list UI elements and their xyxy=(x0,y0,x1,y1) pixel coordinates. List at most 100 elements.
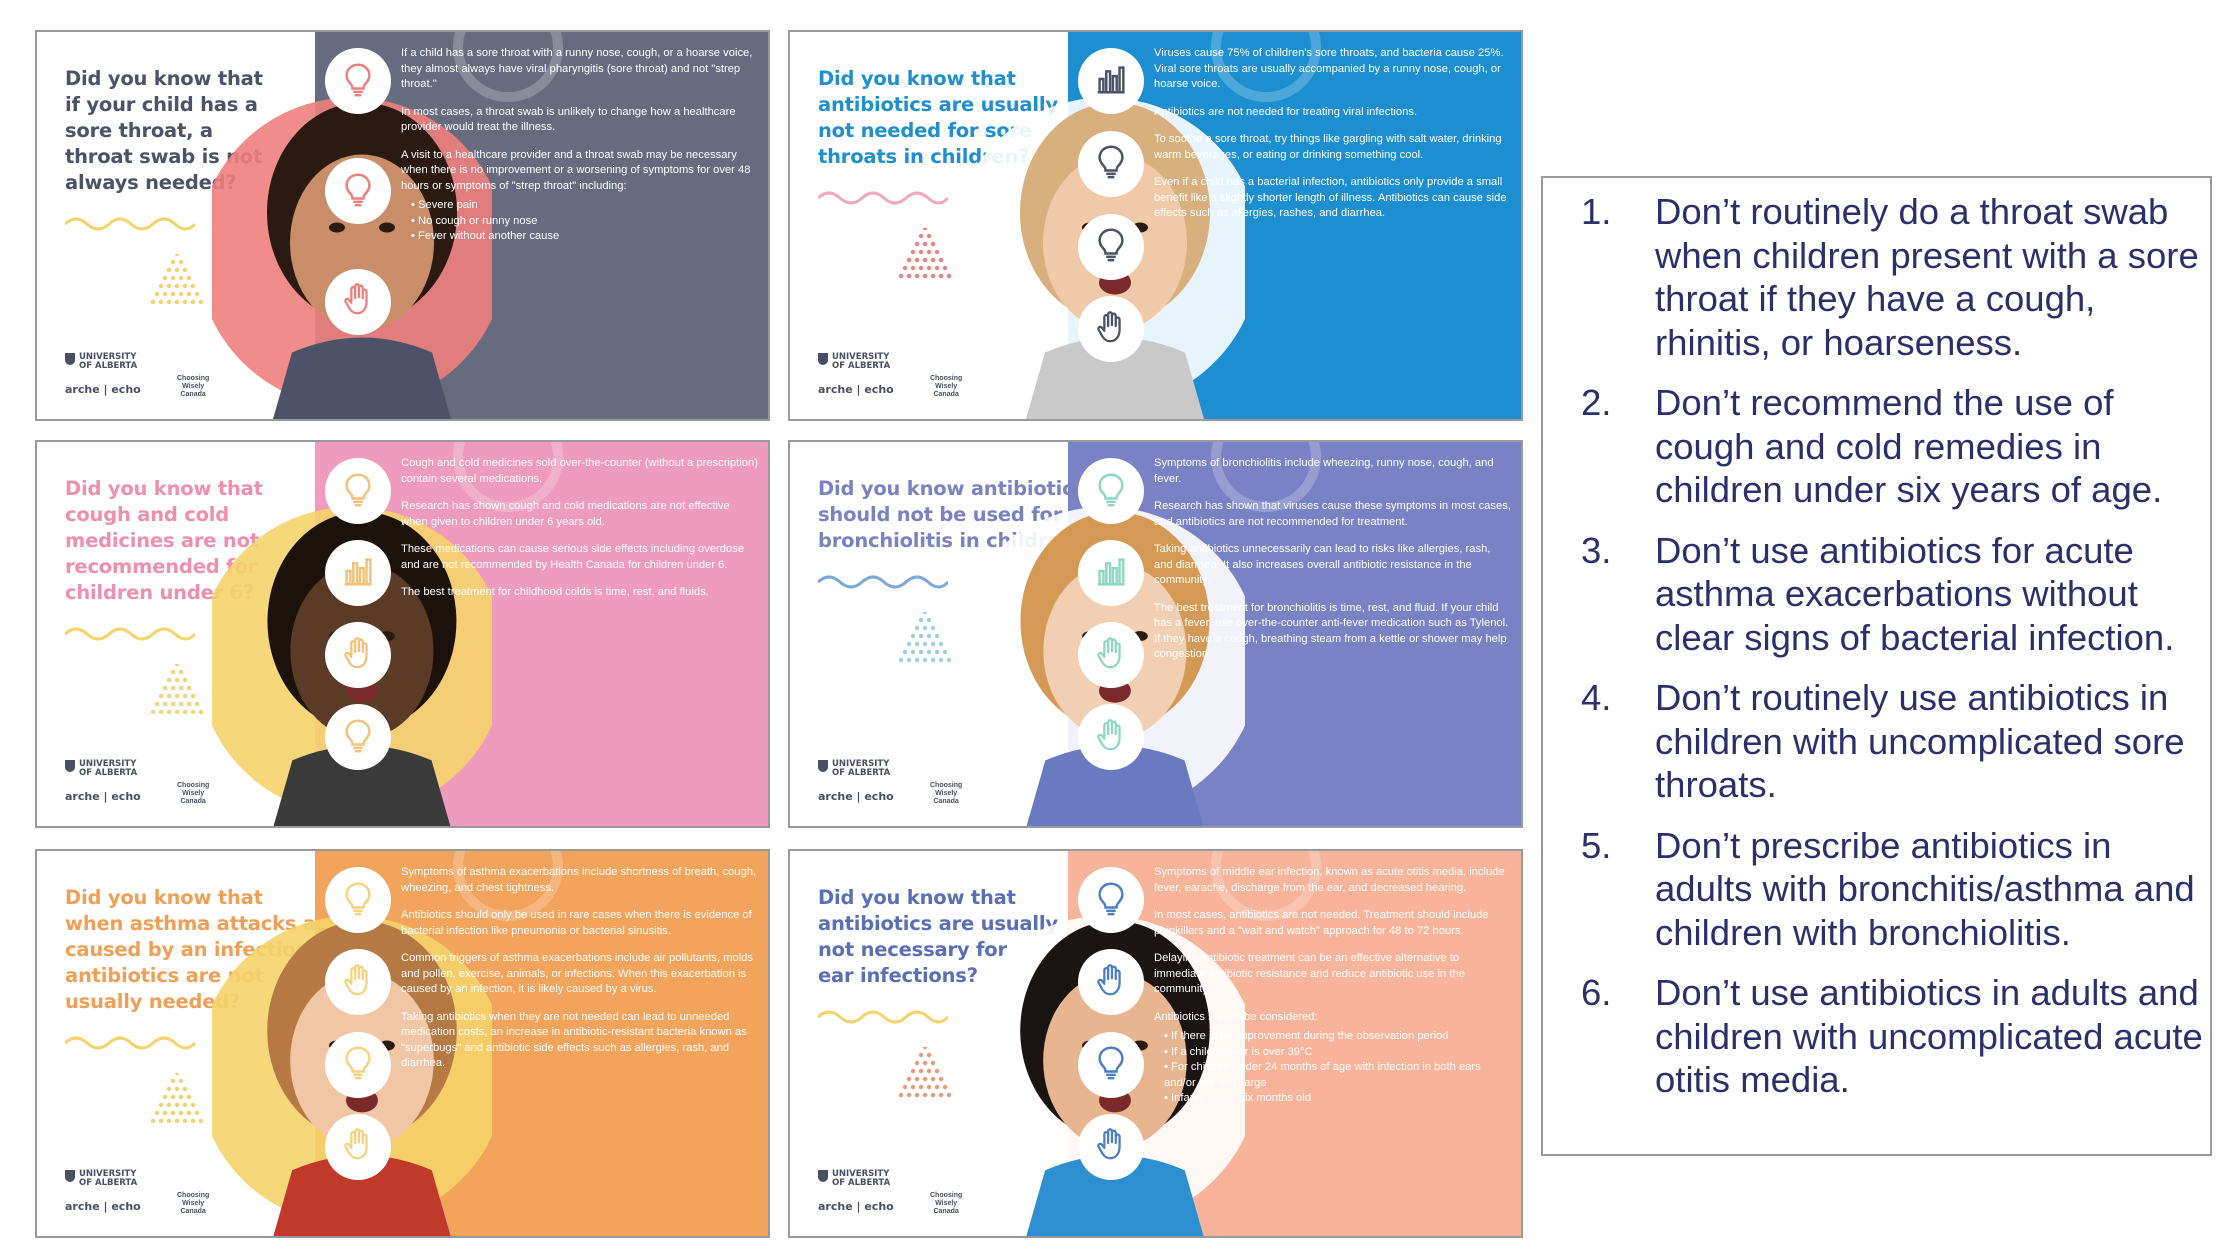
body-paragraph: Delaying antibiotic treatment can be an … xyxy=(1154,952,1465,995)
icon-circle xyxy=(1078,48,1144,114)
icon-circle xyxy=(1078,1031,1144,1098)
wave-decoration xyxy=(816,572,950,597)
icon-circle xyxy=(325,1113,391,1180)
body-paragraph: In most cases, a throat swab is unlikely… xyxy=(401,105,736,134)
hand-icon xyxy=(339,280,377,323)
body-paragraph: Even if a child has a bacterial infectio… xyxy=(1154,176,1507,219)
university-line: UNIVERSITY xyxy=(79,352,137,362)
recommendation-item: 4. Don’t routinely use antibiotics in chi… xyxy=(1543,676,2210,807)
card-question: Did you know that antibiotics are usually… xyxy=(818,885,1058,989)
info-card: Did you know that antibiotics are usually… xyxy=(788,849,1523,1238)
hand-icon xyxy=(339,634,377,677)
card-question: Did you know that if your child has a sore… xyxy=(65,66,263,196)
university-text: UNIVERSITY OF ALBERTA xyxy=(79,353,137,371)
choosing-wisely-logo: Choosing Wisely Canada xyxy=(177,782,209,806)
body-paragraph: These medications can cause serious side… xyxy=(401,543,745,571)
lightbulb-icon xyxy=(339,879,377,922)
card-body-text: Symptoms of bronchiolitis include wheezi… xyxy=(1154,456,1511,675)
university-text: UNIVERSITY OF ALBERTA xyxy=(79,1170,137,1188)
question-line: recommended for xyxy=(65,555,257,578)
body-paragraph: Antibiotics are not needed for treating … xyxy=(1154,105,1418,118)
question-line: Did you know that xyxy=(65,886,263,909)
question-line: if your child has a xyxy=(65,93,258,116)
recommendation-number: 2. xyxy=(1581,382,1612,423)
crest-icon xyxy=(818,1170,828,1182)
university-line: OF ALBERTA xyxy=(832,768,891,778)
decor-arc xyxy=(453,851,563,921)
question-line: usually needed? xyxy=(65,990,241,1013)
bullet-item: Infants under six months old xyxy=(1164,1091,1511,1107)
choosing-wisely-line: Wisely xyxy=(182,383,205,390)
question-line: children under 6? xyxy=(65,581,255,604)
question-line: ear infections? xyxy=(818,964,978,987)
card-question: Did you know that antibiotics are usually… xyxy=(818,66,1058,170)
wave-decoration xyxy=(63,214,197,239)
bullet-item: No cough or runny nose xyxy=(411,214,758,230)
university-logo: UNIVERSITY OF ALBERTA xyxy=(818,1170,890,1188)
body-paragraph: The best treatment for bronchiolitis is … xyxy=(1154,601,1509,661)
choosing-wisely-line: Canada xyxy=(180,391,206,398)
icon-circle xyxy=(325,158,391,225)
recommendation-number: 4. xyxy=(1581,677,1612,718)
icon-circle xyxy=(1078,949,1144,1016)
choosing-wisely-line: Choosing xyxy=(930,375,963,382)
choosing-wisely-logo: Choosing Wisely Canada xyxy=(177,375,209,399)
recommendation-number: 1. xyxy=(1581,191,1612,232)
icon-circle xyxy=(1078,458,1144,524)
choosing-wisely-line: Canada xyxy=(933,1208,959,1215)
recommendation-text: Don’t prescribe antibiotics in adults wi… xyxy=(1655,824,2195,953)
choosing-wisely-line: Choosing xyxy=(930,1192,963,1199)
icon-circle xyxy=(1078,130,1144,197)
lightbulb-icon xyxy=(339,1043,377,1086)
body-paragraph: Research has shown that viruses cause th… xyxy=(1154,500,1511,528)
recommendations-ordered-list: 1. Don’t routinely do a throat swab when … xyxy=(1543,178,2210,1102)
crest-icon xyxy=(65,760,75,772)
decor-arc xyxy=(1211,442,1321,512)
choosing-wisely-line: Wisely xyxy=(182,790,205,797)
body-paragraph: Taking antibiotics unnecessarily can lea… xyxy=(1154,543,1491,586)
body-paragraph: A visit to a healthcare provider and a t… xyxy=(401,148,751,192)
university-line: UNIVERSITY xyxy=(79,1169,137,1179)
choosing-wisely-logo: Choosing Wisely Canada xyxy=(930,375,962,399)
icon-circle xyxy=(325,949,391,1016)
hand-icon xyxy=(339,1125,377,1168)
body-paragraph: In most cases, antibiotics are not neede… xyxy=(1154,909,1489,937)
arche-echo-logo: arche | echo xyxy=(65,790,141,803)
bullet-item: Fever without another cause xyxy=(411,229,758,245)
wave-decoration xyxy=(63,624,197,649)
dots-decoration xyxy=(885,225,965,293)
bar-chart-icon xyxy=(1092,552,1130,595)
info-card: Did you know that cough and cold medicines… xyxy=(35,440,770,828)
recommendation-number: 5. xyxy=(1581,824,1612,866)
question-line: medicines are not xyxy=(65,529,259,552)
dots-decoration xyxy=(885,1044,965,1112)
icon-circle xyxy=(1078,867,1144,933)
question-line: throats in children? xyxy=(818,145,1030,168)
lightbulb-icon xyxy=(1092,470,1130,513)
choosing-wisely-line: Canada xyxy=(933,391,959,398)
icon-circle xyxy=(1078,622,1144,688)
choosing-wisely-line: Choosing xyxy=(930,782,963,789)
icon-circle xyxy=(1078,213,1144,280)
lightbulb-icon xyxy=(1092,225,1130,268)
decor-arc xyxy=(1211,32,1321,102)
lightbulb-icon xyxy=(1092,879,1130,922)
choosing-wisely-line: Canada xyxy=(933,798,959,805)
hand-icon xyxy=(339,961,377,1004)
card-question: Did you know that cough and cold medicines… xyxy=(65,476,263,606)
icon-circle xyxy=(325,540,391,606)
recommendation-number: 6. xyxy=(1581,972,1612,1013)
card-body-text: Viruses cause 75% of children's sore thr… xyxy=(1154,46,1511,234)
body-paragraph: Symptoms of middle ear infection, known … xyxy=(1154,866,1505,894)
hand-icon xyxy=(1092,961,1130,1004)
body-paragraph: The best treatment for childhood colds i… xyxy=(401,586,709,598)
choosing-wisely-line: Choosing xyxy=(177,375,210,382)
body-bullets: Severe painNo cough or runny noseFever w… xyxy=(401,198,758,245)
card-body-text: Symptoms of middle ear infection, known … xyxy=(1154,865,1511,1107)
university-line: UNIVERSITY xyxy=(832,759,890,769)
icon-circle xyxy=(325,704,391,770)
dots-decoration xyxy=(137,251,217,319)
question-line: cough and cold xyxy=(65,503,230,526)
university-line: OF ALBERTA xyxy=(79,361,138,371)
choosing-wisely-line: Wisely xyxy=(935,790,958,797)
